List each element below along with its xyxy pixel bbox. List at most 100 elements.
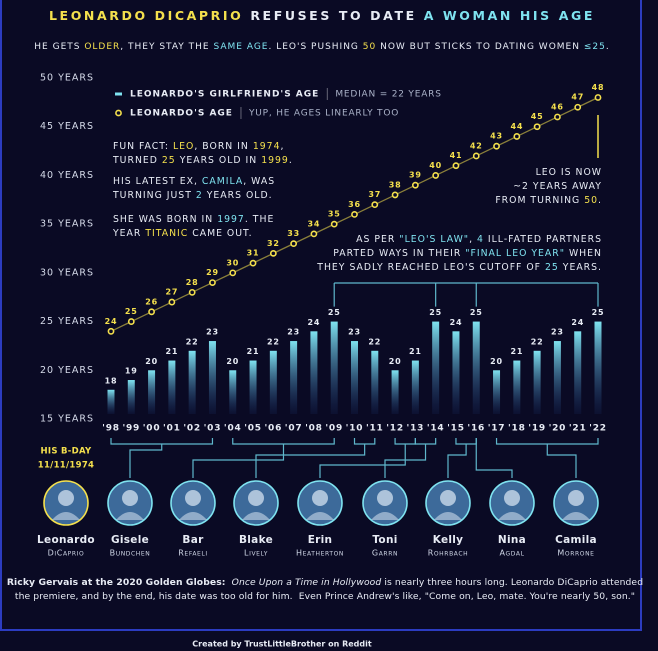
portrait-body — [498, 512, 526, 520]
bar-label: 25 — [429, 308, 442, 317]
x-tick-label: '05 — [244, 424, 262, 434]
text-run: FUN FACT: — [113, 141, 173, 152]
quote-line: Ricky Gervais at the 2020 Golden Globes:… — [7, 577, 643, 588]
text-run: THEY SADLY REACHED LEO'S CUTOFF OF — [316, 262, 545, 273]
point — [411, 181, 419, 189]
x-tick-label: '07 — [285, 424, 303, 434]
point — [574, 103, 582, 111]
text-run: 50 — [363, 42, 376, 52]
point — [391, 191, 399, 199]
legend-note: MEDIAN = 22 YEARS — [335, 90, 441, 100]
text-run: FROM TURNING — [495, 195, 584, 206]
text-run: CAME OUT. — [188, 228, 252, 239]
bracket — [384, 438, 437, 478]
portrait-body — [306, 512, 334, 520]
bar-label: 23 — [551, 328, 564, 337]
point-label: 43 — [490, 132, 503, 141]
text-run: NOW BUT STICKS TO DATING WOMEN — [376, 42, 584, 52]
x-tick-label: '17 — [488, 424, 506, 434]
bar — [351, 341, 358, 414]
bar — [513, 360, 521, 414]
text-run: CAMILA — [202, 176, 243, 187]
x-tick-label: '14 — [427, 424, 445, 434]
annotation: AS PER "LEO'S LAW", 4 ILL-FATED PARTNERS — [356, 234, 602, 245]
text-run: LEO IS NOW — [536, 167, 602, 178]
first-name: Bar — [182, 534, 204, 546]
y-tick-label: 25 YEARS — [40, 316, 94, 327]
bar — [127, 380, 135, 414]
bar — [188, 350, 196, 414]
x-tick-label: '15 — [447, 424, 465, 434]
text-run: . — [289, 155, 293, 166]
annotation: ~2 YEARS AWAY — [513, 181, 602, 192]
y-tick-label: 40 YEARS — [40, 170, 94, 181]
bar — [594, 321, 602, 414]
bar-label: 23 — [348, 328, 361, 337]
x-tick-label: '98 — [102, 424, 120, 434]
text-run: , THEY STAY THE — [120, 42, 213, 52]
annotation: HIS LATEST EX, CAMILA, WAS — [113, 176, 275, 187]
bar — [553, 341, 561, 414]
point — [269, 249, 277, 257]
x-tick-label: '19 — [528, 424, 546, 434]
first-name: Leonardo — [37, 534, 95, 546]
text-run: A WOMAN HIS AGE — [424, 8, 595, 23]
bracket — [192, 438, 335, 478]
bar-label: 20 — [490, 357, 503, 366]
chart-subtitle: HE GETS OLDER, THEY STAY THE SAME AGE. L… — [34, 42, 609, 52]
point — [249, 259, 257, 267]
bar — [411, 360, 419, 414]
x-tick-label: '09 — [325, 424, 343, 434]
first-name: Toni — [372, 534, 397, 546]
first-name: Erin — [308, 534, 333, 546]
point — [310, 230, 318, 238]
text-run: WHEN — [565, 248, 602, 259]
text-run: Ricky Gervais at the 2020 Golden Globes: — [7, 577, 226, 588]
point — [330, 220, 338, 228]
point-label: 41 — [450, 151, 463, 160]
portrait-head — [185, 490, 201, 506]
text-run: , BORN IN — [194, 141, 252, 152]
bar-label: 22 — [531, 337, 544, 346]
text-run: SHE WAS BORN IN — [113, 214, 217, 225]
text-run: 25 — [545, 262, 559, 273]
bar — [249, 360, 257, 414]
text-run: "FINAL LEO YEAR" — [465, 248, 565, 259]
text-run: LEO — [173, 141, 194, 152]
last-name: Morrone — [557, 549, 594, 558]
text-run: YEAR — [112, 228, 145, 239]
bar-label: 18 — [105, 376, 118, 385]
bracket — [475, 438, 513, 478]
bar-label: 21 — [510, 347, 523, 356]
point-label: 34 — [308, 219, 321, 228]
first-name: Gisele — [111, 534, 149, 546]
last-name: Garrn — [372, 549, 398, 558]
point — [493, 142, 500, 150]
bar-label: 25 — [470, 308, 483, 317]
legend-swatch — [115, 92, 122, 96]
x-tick-label: '02 — [183, 424, 201, 434]
bar-label: 25 — [592, 308, 605, 317]
text-run: , — [281, 141, 285, 152]
bar-label: 25 — [328, 308, 341, 317]
text-run: HIS LATEST EX, — [113, 176, 202, 187]
x-tick-label: '21 — [569, 424, 587, 434]
point-label: 28 — [186, 278, 199, 287]
y-tick-label: 30 YEARS — [40, 267, 94, 278]
last-name: Bundchen — [110, 549, 151, 558]
annotation: FUN FACT: LEO, BORN IN 1974, — [113, 141, 284, 152]
legend-note: YUP, HE AGES LINEARLY TOO — [248, 109, 399, 119]
point — [554, 113, 561, 121]
annotation: LEO IS NOW — [536, 167, 602, 178]
text-run: TURNING JUST — [112, 190, 196, 201]
bar — [432, 321, 440, 414]
portrait-body — [242, 512, 270, 520]
portrait-head — [248, 490, 264, 506]
bar — [452, 331, 460, 414]
point-label: 31 — [247, 249, 260, 258]
text-run: 4 — [477, 234, 484, 245]
y-tick-label: 45 YEARS — [40, 121, 94, 132]
text-run: TURNED — [112, 155, 162, 166]
x-tick-label: '13 — [407, 424, 425, 434]
point-label: 47 — [571, 93, 584, 102]
